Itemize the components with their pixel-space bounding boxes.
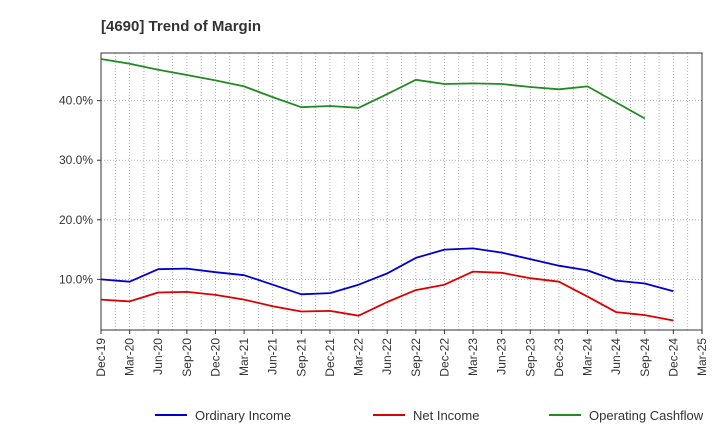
x-tick-label: Dec-22 [437,338,451,377]
x-tick-label: Mar-21 [237,338,251,376]
x-tick-label: Dec-21 [323,338,337,377]
x-tick-label: Mar-22 [352,338,366,376]
y-tick-label: 40.0% [59,94,93,108]
x-tick-label: Sep-21 [294,338,308,377]
x-tick-label: Jun-22 [380,338,394,375]
x-tick-label: Mar-25 [695,338,709,376]
series-line-ordinary-income [100,247,674,296]
series-line-operating-cashflow [100,58,646,120]
x-tick-label: Jun-23 [495,338,509,375]
plot-area-frame [100,52,703,331]
x-tick-label: Sep-22 [409,338,423,377]
x-axis: Dec-19 Mar-20 Jun-20 Sep-20 Dec-20 Mar-21 Jun-… [94,330,709,377]
y-tick-label: 20.0% [59,213,93,227]
grid-lines [101,53,702,330]
series-lines [100,58,674,322]
x-tick-label: Mar-20 [123,338,137,376]
x-tick-label: Mar-23 [466,338,480,376]
chart-title: [4690] Trend of Margin [101,18,261,35]
x-tick-label: Dec-19 [94,338,108,377]
x-tick-label: Sep-24 [638,338,652,377]
series-line-net-income [100,270,674,322]
x-tick-label: Jun-24 [609,338,623,375]
x-tick-label: Dec-20 [208,338,222,377]
legend-label-operating-cashflow: Operating Cashflow [589,408,704,423]
y-tick-label: 10.0% [59,272,93,286]
x-tick-label: Sep-20 [180,338,194,377]
x-tick-label: Dec-23 [552,338,566,377]
y-tick-label: 30.0% [59,153,93,167]
x-tick-label: Jun-21 [266,338,280,375]
legend-label-net-income: Net Income [413,408,479,423]
x-tick-label: Sep-23 [523,338,537,377]
legend-label-ordinary-income: Ordinary Income [195,408,291,423]
y-axis: 10.0% 20.0% 30.0% 40.0% [59,94,101,286]
x-tick-label: Mar-24 [581,338,595,376]
x-tick-label: Dec-24 [666,338,680,377]
legend: Ordinary Income Net Income Operating Cashf… [155,408,704,423]
x-tick-label: Jun-20 [151,338,165,375]
